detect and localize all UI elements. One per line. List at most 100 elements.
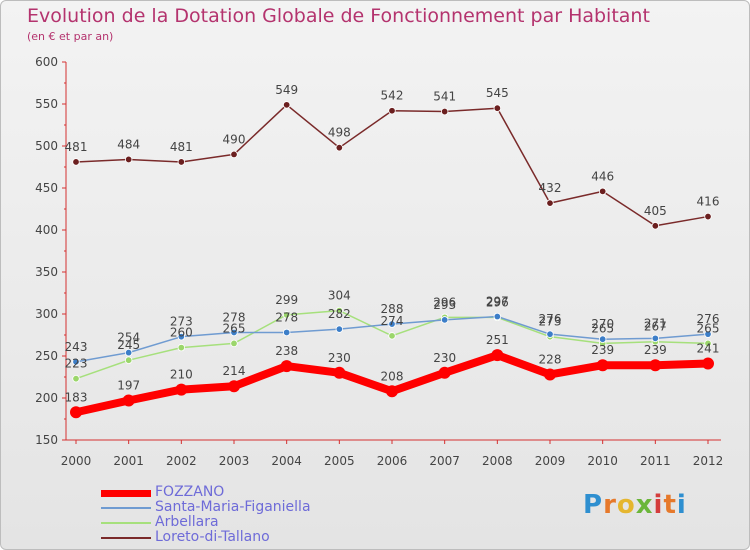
data-point [124, 356, 133, 364]
data-point [596, 359, 609, 372]
x-tick-label: 2003 [219, 454, 250, 468]
data-point [335, 325, 344, 333]
data-point [175, 383, 188, 396]
data-point [177, 158, 186, 166]
x-tick-label: 2001 [113, 454, 144, 468]
data-label: 416 [697, 195, 720, 209]
data-point [493, 312, 502, 321]
data-label: 484 [117, 137, 140, 151]
x-tick-label: 2009 [535, 454, 566, 468]
data-point [72, 158, 80, 166]
data-point [704, 212, 712, 221]
data-point [388, 320, 396, 328]
data-point [493, 104, 502, 112]
data-label: 498 [328, 126, 351, 140]
data-label: 299 [275, 293, 298, 307]
data-point [280, 360, 293, 373]
data-label: 239 [644, 343, 667, 357]
data-label: 254 [117, 331, 140, 345]
data-label: 208 [381, 369, 404, 383]
data-point [177, 332, 186, 341]
data-label: 481 [170, 140, 193, 154]
data-label: 267 [644, 320, 667, 334]
x-tick-label: 2011 [640, 454, 671, 468]
series-line-0 [72, 351, 712, 417]
data-label: 265 [223, 321, 246, 335]
data-label: 260 [170, 326, 193, 340]
data-point [704, 339, 712, 348]
data-label: 541 [433, 90, 456, 104]
data-label: 265 [697, 321, 720, 335]
data-point [230, 339, 238, 348]
data-point [598, 187, 607, 196]
legend-swatch [101, 489, 151, 497]
x-tick-label: 2012 [693, 454, 724, 468]
data-label: 270 [591, 317, 614, 331]
data-point [649, 359, 662, 372]
legend-label: Arbellara [155, 514, 219, 530]
y-tick-label: 250 [35, 349, 58, 363]
y-tick-label: 550 [35, 97, 58, 111]
data-point [546, 330, 554, 338]
y-tick-label: 400 [35, 223, 58, 237]
data-point [72, 374, 80, 383]
data-point [438, 366, 451, 379]
data-point [335, 143, 344, 152]
data-point [70, 406, 82, 419]
data-label: 296 [486, 295, 509, 309]
y-tick-label: 350 [35, 265, 58, 279]
legend-label: Loreto-di-Tallano [155, 529, 270, 545]
chart-data-labels: 481 484 481 490 549 498 542 541 545 432 446 405 416 2… [65, 83, 720, 404]
data-point [440, 107, 449, 116]
data-label: 288 [381, 302, 404, 316]
data-label: 297 [486, 295, 509, 309]
data-point [704, 330, 712, 338]
data-label: 243 [65, 340, 88, 354]
data-point [388, 107, 396, 115]
data-label: 239 [591, 343, 614, 357]
data-point [335, 306, 344, 315]
data-point [440, 316, 449, 324]
data-point [228, 380, 240, 393]
data-label: 278 [223, 310, 246, 324]
chart-title: Evolution de la Dotation Globale de Fonc… [27, 5, 650, 27]
data-point [124, 155, 133, 164]
data-label: 542 [381, 89, 404, 103]
data-label: 251 [486, 333, 509, 347]
data-point [651, 222, 660, 230]
data-point [491, 349, 504, 362]
data-point [651, 334, 660, 343]
data-point [388, 332, 396, 340]
chart-lines [70, 101, 714, 419]
data-point [702, 357, 714, 370]
data-point [122, 394, 135, 407]
data-label: 296 [433, 295, 456, 309]
y-tick-label: 300 [35, 307, 58, 321]
data-label: 549 [275, 83, 298, 97]
data-label: 265 [591, 321, 614, 335]
proxiti-logo: Proxiti [583, 490, 687, 520]
y-tick-label: 500 [35, 139, 58, 153]
data-label: 271 [644, 316, 667, 330]
chart-axes: 150 200 250 300 350 400 450 500 550 600 2000 2001 20… [35, 55, 723, 468]
y-tick-label: 450 [35, 181, 58, 195]
data-label: 304 [328, 289, 351, 303]
data-label: 446 [591, 169, 614, 183]
data-point [386, 385, 398, 398]
legend-swatch [101, 507, 151, 509]
data-point [282, 328, 291, 337]
data-point [230, 150, 238, 159]
data-label: 490 [223, 132, 246, 146]
data-label: 230 [328, 351, 351, 365]
data-label: 273 [170, 315, 193, 329]
data-point [546, 199, 554, 207]
legend-label: Santa-Maria-Figaniella [155, 499, 311, 515]
data-label: 183 [65, 390, 88, 404]
data-label: 241 [697, 342, 720, 356]
data-label: 214 [223, 364, 246, 378]
x-tick-label: 2004 [271, 454, 302, 468]
x-tick-label: 2007 [429, 454, 460, 468]
data-label: 293 [433, 298, 456, 312]
legend-swatch [101, 537, 151, 539]
